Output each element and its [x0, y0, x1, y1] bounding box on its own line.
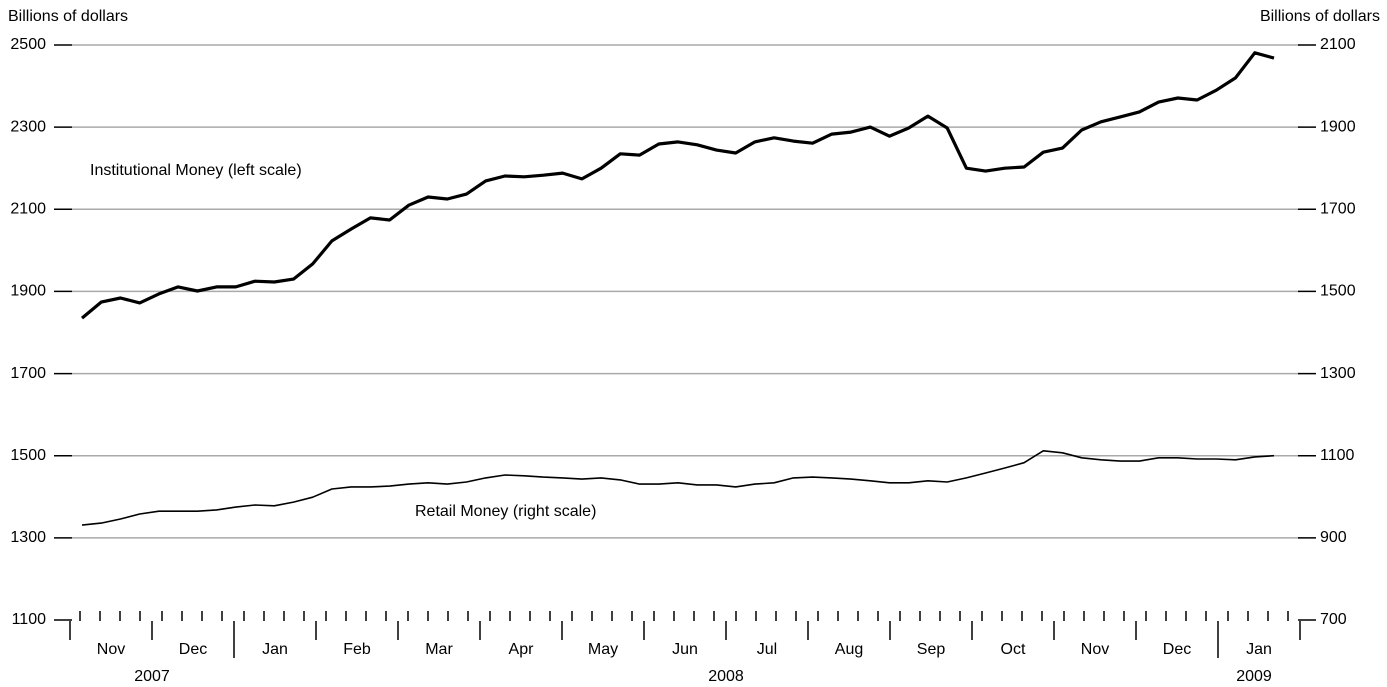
x-month-label: Mar	[425, 641, 453, 658]
x-month-label: Jul	[757, 641, 777, 658]
series-line	[80, 51, 1275, 320]
y-tick-label: 2100	[10, 201, 46, 218]
annotation: Institutional Money (left scale)	[90, 162, 302, 179]
x-month-label: Jun	[672, 641, 698, 658]
x-month-label: Oct	[1001, 641, 1026, 658]
y-axis-title: Billions of dollars	[8, 8, 128, 25]
y2-axis-title: Billions of dollars	[1260, 8, 1380, 25]
series-line	[81, 450, 1275, 526]
x-year-label: 2007	[134, 668, 170, 685]
y2-tick-label: 1100	[1320, 447, 1355, 464]
y-tick-label: 1700	[10, 365, 46, 382]
y2-tick-label: 1300	[1320, 365, 1356, 382]
y2-tick-label: 1500	[1320, 283, 1356, 300]
x-month-label: Sep	[917, 641, 946, 658]
x-month-label: May	[588, 641, 618, 658]
x-month-label: Aug	[835, 641, 863, 658]
x-year-label: 2009	[1236, 668, 1272, 685]
x-month-label: Jan	[262, 641, 288, 658]
x-month-label: Jan	[1246, 641, 1272, 658]
x-month-label: Dec	[179, 641, 207, 658]
y-tick-label: 1100	[12, 611, 47, 628]
y-tick-label: 2500	[10, 36, 46, 53]
y2-tick-label: 1900	[1320, 118, 1356, 135]
x-year-label: 2008	[708, 668, 744, 685]
y-tick-label: 1500	[10, 447, 46, 464]
x-month-label: Apr	[509, 641, 535, 658]
y2-tick-label: 900	[1320, 529, 1347, 546]
y2-tick-label: 1700	[1320, 201, 1356, 218]
x-month-label: Nov	[1081, 641, 1109, 658]
y2-tick-label: 2100	[1320, 36, 1356, 53]
y-tick-label: 1900	[10, 283, 46, 300]
y2-tick-label: 700	[1320, 611, 1347, 628]
x-month-label: Nov	[97, 641, 125, 658]
annotation: Retail Money (right scale)	[415, 503, 596, 520]
y-tick-label: 1300	[10, 529, 46, 546]
x-month-label: Dec	[1163, 641, 1191, 658]
x-month-label: Feb	[343, 641, 371, 658]
y-tick-label: 2300	[10, 118, 46, 135]
